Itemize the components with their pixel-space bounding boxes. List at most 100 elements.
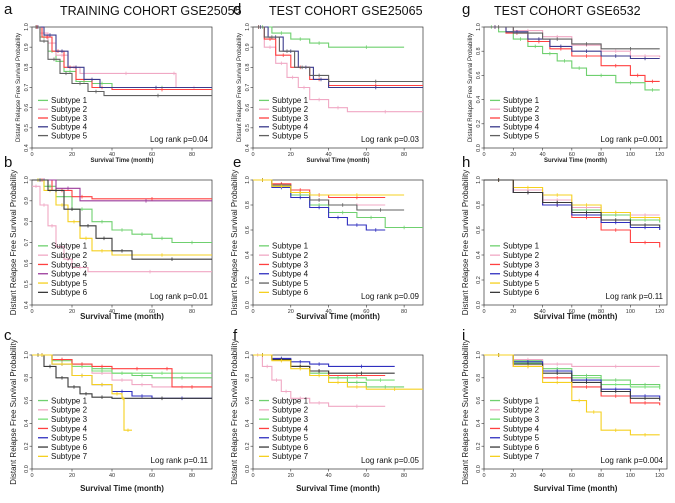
y-tick-label: 1.0 bbox=[24, 23, 30, 31]
y-tick-label: 0.0 bbox=[476, 301, 482, 309]
y-tick-label: 0.8 bbox=[24, 218, 30, 226]
x-tick-label: 120 bbox=[655, 309, 664, 315]
legend-label: Subtype 2 bbox=[272, 251, 309, 260]
x-axis-label: Survival Time (month) bbox=[534, 484, 618, 493]
km-curve-subtype-3 bbox=[32, 179, 212, 200]
x-tick-label: 60 bbox=[569, 309, 575, 315]
y-tick-label: 0.2 bbox=[245, 276, 251, 284]
logrank-annotation: Log rank p=0.03 bbox=[361, 135, 420, 144]
legend-label: Subtype 6 bbox=[51, 443, 88, 452]
legend-label: Subtype 4 bbox=[503, 424, 540, 433]
y-axis-label: Distant Relapse Free Survival Probabilit… bbox=[230, 339, 239, 484]
y-tick-label: 1.0 bbox=[245, 176, 251, 184]
x-tick-label: 120 bbox=[655, 152, 664, 158]
x-tick-label: 0 bbox=[251, 309, 254, 315]
legend-label: Subtype 5 bbox=[272, 434, 309, 443]
y-tick-label: 1.0 bbox=[24, 351, 30, 359]
legend-label: Subtype 7 bbox=[272, 452, 309, 461]
y-axis-label: Distant Relapse Free Survival Probabilit… bbox=[237, 33, 243, 142]
y-tick-label: 1.0 bbox=[245, 23, 251, 31]
y-tick-label: 0.6 bbox=[24, 397, 30, 405]
legend-label: Subtype 4 bbox=[51, 123, 88, 132]
x-tick-label: 80 bbox=[189, 152, 195, 158]
y-tick-label: 0.7 bbox=[24, 84, 30, 92]
y-tick-label: 0.4 bbox=[245, 144, 251, 152]
y-tick-label: 0.7 bbox=[24, 239, 30, 247]
x-tick-label: 60 bbox=[569, 473, 575, 479]
x-tick-label: 40 bbox=[109, 309, 115, 315]
x-tick-label: 120 bbox=[655, 473, 664, 479]
legend-label: Subtype 6 bbox=[272, 443, 309, 452]
x-tick-label: 20 bbox=[288, 473, 294, 479]
x-tick-label: 20 bbox=[69, 473, 75, 479]
panel-e: e 0 20 40 60 80 0.0 0.2 0.4 0.6 0.8 1.0 Survival Tim… bbox=[230, 154, 424, 321]
y-tick-label: 0.4 bbox=[24, 301, 30, 309]
legend-label: Subtype 1 bbox=[51, 242, 88, 251]
logrank-annotation: Log rank p=0.004 bbox=[601, 456, 664, 465]
x-tick-label: 0 bbox=[482, 473, 485, 479]
legend-label: Subtype 3 bbox=[503, 114, 540, 123]
legend-label: Subtype 4 bbox=[272, 123, 309, 132]
y-tick-label: 0.4 bbox=[245, 420, 251, 428]
legend-label: Subtype 4 bbox=[51, 424, 88, 433]
x-tick-label: 80 bbox=[598, 152, 604, 158]
logrank-annotation: Log rank p=0.01 bbox=[150, 292, 209, 301]
x-tick-label: 60 bbox=[569, 152, 575, 158]
legend-label: Subtype 5 bbox=[51, 434, 88, 443]
y-tick-label: 0.4 bbox=[245, 251, 251, 259]
x-tick-label: 60 bbox=[149, 473, 155, 479]
y-tick-label: 0.8 bbox=[476, 374, 482, 382]
legend-label: Subtype 5 bbox=[51, 131, 88, 140]
y-tick-label: 0.8 bbox=[245, 201, 251, 209]
y-tick-label: 1.0 bbox=[476, 351, 482, 359]
km-curve-subtype-4 bbox=[32, 26, 212, 89]
legend-label: Subtype 5 bbox=[272, 279, 309, 288]
plot-frame bbox=[252, 354, 424, 470]
legend-label: Subtype 4 bbox=[272, 424, 309, 433]
y-tick-label: 0.2 bbox=[476, 442, 482, 450]
legend-label: Subtype 3 bbox=[272, 415, 309, 424]
plot-frame bbox=[252, 179, 424, 306]
y-tick-label: 0.6 bbox=[245, 104, 251, 112]
x-axis-label: Survival Time (month) bbox=[544, 158, 607, 164]
x-tick-label: 0 bbox=[251, 152, 254, 158]
logrank-annotation: Log rank p=0.09 bbox=[361, 292, 420, 301]
x-tick-label: 40 bbox=[539, 309, 545, 315]
x-tick-label: 0 bbox=[30, 473, 33, 479]
y-tick-label: 0.4 bbox=[24, 420, 30, 428]
panel-i: i 0 20 40 60 80 100 120 0.0 0.2 0.4 0.6 0.8 1.0 Surviv… bbox=[461, 327, 668, 493]
legend-label: Subtype 3 bbox=[51, 415, 88, 424]
x-tick-label: 0 bbox=[251, 473, 254, 479]
y-tick-label: 0.4 bbox=[476, 420, 482, 428]
y-axis-label: Distant Relapse Free Survival Probabilit… bbox=[16, 33, 22, 142]
x-axis-label: Survival Time (month) bbox=[307, 158, 370, 164]
x-tick-label: 80 bbox=[189, 473, 195, 479]
legend-label: Subtype 1 bbox=[272, 96, 309, 105]
x-tick-label: 100 bbox=[626, 152, 635, 158]
y-tick-label: 1.0 bbox=[24, 176, 30, 184]
x-axis-label: Survival Time (month) bbox=[80, 484, 164, 493]
x-tick-label: 20 bbox=[510, 473, 516, 479]
y-tick-label: 0.2 bbox=[476, 276, 482, 284]
panel-title: TRAINING COHORT GSE25055 bbox=[60, 4, 242, 18]
legend-label: Subtype 1 bbox=[503, 396, 540, 405]
x-tick-label: 60 bbox=[149, 309, 155, 315]
x-tick-label: 80 bbox=[401, 309, 407, 315]
x-tick-label: 20 bbox=[510, 309, 516, 315]
legend-label: Subtype 1 bbox=[51, 96, 88, 105]
legend-label: Subtype 2 bbox=[503, 251, 540, 260]
legend-label: Subtype 3 bbox=[272, 114, 309, 123]
y-tick-label: 0.7 bbox=[245, 84, 251, 92]
panel-g: g TEST COHORT GSE6532 0 20 40 60 80 100 120 0.0 0.… bbox=[462, 1, 668, 164]
y-tick-label: 0.4 bbox=[476, 251, 482, 259]
panel-letter: d bbox=[233, 1, 241, 18]
km-curve-subtype-6 bbox=[253, 179, 405, 196]
y-tick-label: 0.4 bbox=[24, 144, 30, 152]
x-tick-label: 60 bbox=[363, 152, 369, 158]
x-tick-label: 40 bbox=[109, 473, 115, 479]
legend-label: Subtype 5 bbox=[272, 131, 309, 140]
y-tick-label: 0.6 bbox=[245, 226, 251, 234]
y-tick-label: 0.6 bbox=[24, 104, 30, 112]
legend-label: Subtype 1 bbox=[272, 242, 309, 251]
y-tick-label: 0.0 bbox=[245, 465, 251, 473]
